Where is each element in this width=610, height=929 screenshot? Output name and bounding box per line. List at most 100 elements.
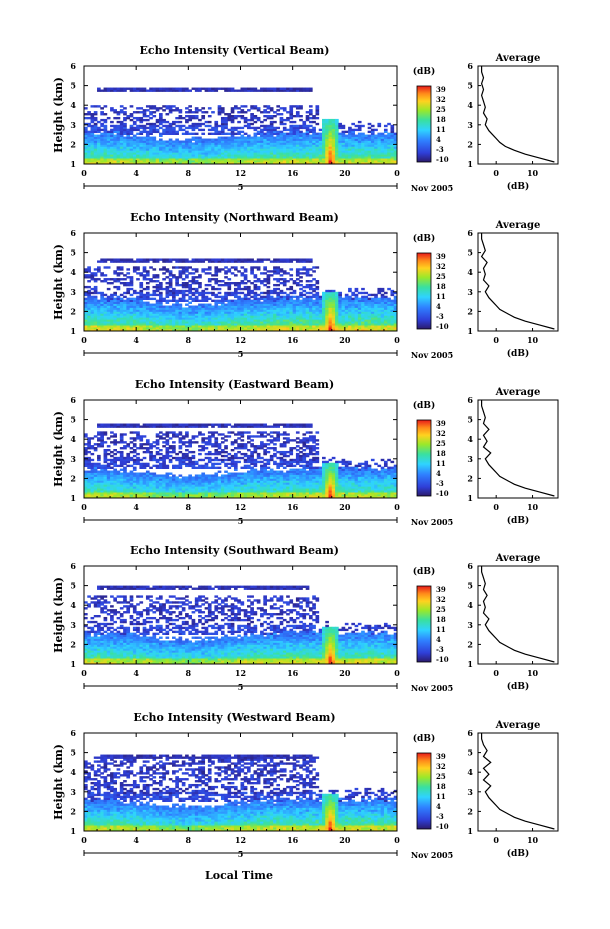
heatmap-cell	[126, 162, 131, 165]
heatmap-cell	[145, 297, 150, 301]
heatmap-cell	[302, 327, 307, 330]
heatmap-cell	[204, 307, 209, 310]
heatmap-cell	[142, 152, 147, 155]
heatmap-cell	[198, 144, 202, 147]
heatmap-cell	[126, 297, 131, 301]
heatmap-cell	[367, 325, 372, 328]
heatmap-cell	[181, 327, 186, 330]
heatmap-cell	[136, 144, 140, 147]
heatmap-cell	[126, 132, 131, 135]
heatmap-cell	[328, 305, 333, 308]
heatmap-cell	[132, 162, 137, 165]
colorbar-tick-label: 39	[436, 85, 446, 94]
heatmap-cell	[390, 309, 395, 312]
heatmap-cell	[220, 162, 225, 165]
heatmap-cell	[295, 126, 300, 130]
heatmap-cell	[136, 116, 140, 120]
heatmap-cell	[393, 315, 398, 318]
heatmap-cell	[269, 154, 274, 157]
heatmap-cell	[305, 268, 310, 271]
heatmap-cell	[149, 321, 153, 324]
heatmap-cell	[90, 118, 95, 122]
heatmap-cell	[393, 321, 398, 324]
heatmap-cell	[168, 140, 173, 143]
heatmap-cell	[318, 136, 323, 139]
heatmap-cell	[84, 484, 88, 487]
heatmap-cell	[97, 154, 101, 157]
heatmap-cell	[325, 293, 329, 297]
heatmap-cell	[97, 142, 101, 145]
heatmap-cell	[204, 144, 209, 147]
heatmap-cell	[260, 162, 264, 165]
heatmap-cell	[220, 128, 225, 132]
heatmap-cell	[279, 297, 284, 301]
heatmap-cell	[188, 154, 192, 157]
heatmap-cell	[158, 321, 163, 324]
heatmap-cell	[295, 87, 300, 90]
heatmap-cell	[292, 130, 297, 134]
heatmap-cell	[295, 158, 300, 161]
heatmap-cell	[93, 287, 98, 291]
heatmap-cell	[191, 309, 196, 312]
heatmap-cell	[139, 144, 144, 147]
heatmap-cell	[315, 309, 320, 312]
heatmap-cell	[390, 162, 395, 165]
heatmap-cell	[201, 319, 206, 322]
heatmap-cell	[325, 319, 329, 322]
heatmap-cell	[87, 466, 91, 469]
heatmap-cell	[106, 303, 111, 306]
heatmap-cell	[357, 160, 362, 163]
heatmap-cell	[380, 325, 385, 328]
heatmap-cell	[100, 160, 104, 163]
heatmap-cell	[276, 325, 281, 328]
heatmap-cell	[155, 309, 160, 312]
heatmap-cell	[106, 87, 111, 90]
heatmap-cell	[113, 433, 117, 436]
heatmap-cell	[175, 258, 179, 261]
heatmap-cell	[198, 293, 202, 297]
heatmap-cell	[129, 329, 134, 332]
heatmap-cell	[220, 301, 225, 304]
heatmap-cell	[308, 287, 313, 291]
heatmap-cell	[106, 317, 111, 320]
heatmap-cell	[289, 285, 294, 289]
heatmap-cell	[308, 134, 313, 137]
heatmap-cell	[348, 309, 352, 312]
heatmap-cell	[93, 496, 98, 499]
heatmap-cell	[299, 115, 303, 118]
heatmap-cell	[220, 146, 225, 149]
heatmap-cell	[191, 160, 196, 163]
heatmap-cell	[328, 156, 333, 159]
heatmap-cell	[237, 301, 241, 304]
heatmap-cell	[292, 156, 297, 159]
heatmap-cell	[119, 301, 124, 304]
heatmap-cell	[260, 89, 264, 92]
heatmap-cell	[178, 152, 183, 155]
heatmap-cell	[172, 132, 176, 135]
heatmap-cell	[299, 325, 303, 328]
heatmap-cell	[158, 299, 163, 302]
heatmap-cell	[165, 270, 170, 273]
heatmap-cell	[129, 118, 134, 122]
heatmap-cell	[110, 293, 114, 297]
heatmap-cell	[100, 138, 104, 141]
heatmap-cell	[224, 162, 228, 165]
heatmap-cell	[178, 115, 183, 118]
heatmap-cell	[152, 268, 157, 271]
heatmap-cell	[181, 132, 186, 135]
x-tick-label: 16	[287, 335, 299, 345]
heatmap-cell	[377, 323, 382, 326]
heatmap-cell	[84, 309, 88, 312]
heatmap-cell	[126, 136, 131, 139]
heatmap-cell	[194, 152, 199, 155]
heatmap-cell	[286, 323, 290, 326]
heatmap-cell	[276, 283, 281, 287]
heatmap-cell	[106, 423, 111, 426]
heatmap-cell	[191, 122, 196, 126]
heatmap-cell	[145, 89, 150, 92]
heatmap-cell	[308, 136, 313, 139]
heatmap-cell	[370, 317, 375, 320]
heatmap-cell	[263, 315, 267, 318]
heatmap-cell	[217, 260, 222, 263]
heatmap-cell	[181, 128, 186, 132]
